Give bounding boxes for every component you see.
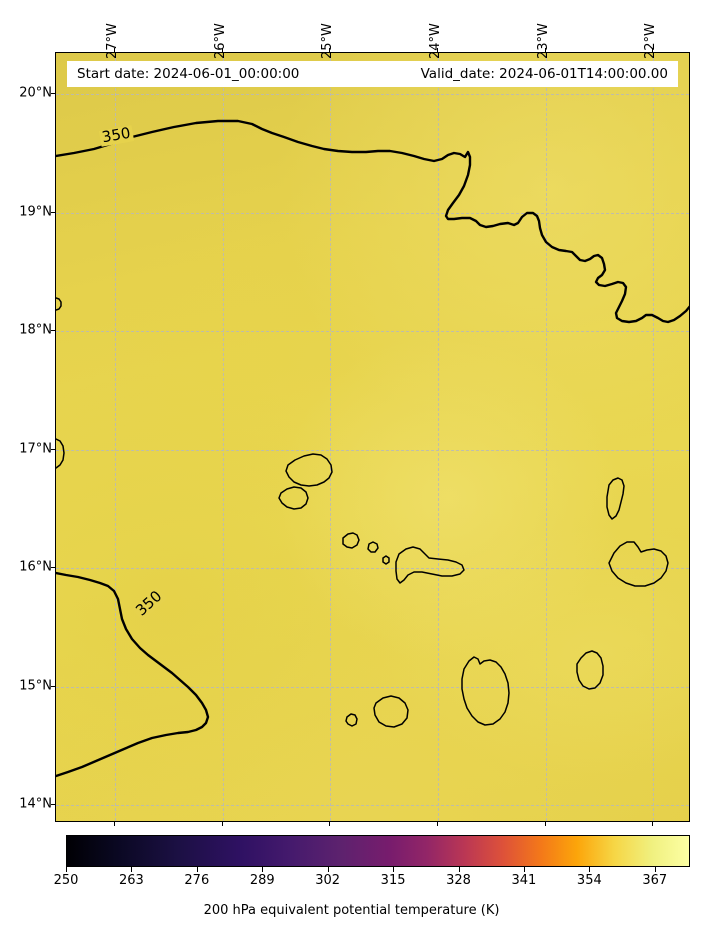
y-tick-label-15°N: 15°N bbox=[19, 678, 52, 694]
gridline-horizontal-4 bbox=[56, 331, 689, 333]
gridline-vertical-5 bbox=[653, 53, 655, 821]
colorbar-tick-mark-6 bbox=[458, 867, 460, 872]
colorbar-tick-mark-5 bbox=[393, 867, 395, 872]
colorbar-tick-mark-0 bbox=[66, 867, 67, 872]
colorbar-tick-label-341: 341 bbox=[511, 873, 537, 888]
y-tick-label-18°N: 18°N bbox=[19, 322, 52, 338]
field-base-colors bbox=[56, 53, 689, 821]
coastline-and-contour-overlay bbox=[56, 119, 689, 778]
colorbar-tick-mark-8 bbox=[589, 867, 591, 872]
coastline-santo-antao bbox=[285, 453, 333, 487]
field-soft-variation bbox=[56, 53, 689, 821]
coastline-santiago bbox=[461, 656, 510, 726]
gridline-horizontal-6 bbox=[56, 94, 689, 96]
date-info-box: Start date: 2024-06-01_00:00:00 Valid_da… bbox=[67, 61, 678, 87]
gridline-horizontal-1 bbox=[56, 686, 689, 688]
gridline-vertical-2 bbox=[330, 53, 332, 821]
x-tick-mark-bottom-2 bbox=[329, 822, 331, 826]
gridline-horizontal-0 bbox=[56, 805, 689, 807]
colorbar-tick-mark-3 bbox=[262, 867, 264, 872]
x-tick-mark-bottom-1 bbox=[221, 822, 223, 826]
coastline-boa-vista bbox=[608, 541, 669, 587]
y-tick-label-14°N: 14°N bbox=[19, 796, 52, 812]
coastline-sao-nicolau bbox=[395, 546, 465, 584]
colorbar-tick-label-354: 354 bbox=[576, 873, 602, 888]
y-tick-label-16°N: 16°N bbox=[19, 559, 52, 575]
coastline-ilheu-branco bbox=[367, 541, 379, 553]
gridline-horizontal-2 bbox=[56, 568, 689, 570]
coastline-sao-vicente bbox=[278, 486, 309, 510]
temperature-field-layer bbox=[56, 53, 689, 821]
coastline-maio bbox=[576, 650, 604, 690]
x-tick-mark-bottom-0 bbox=[114, 822, 116, 826]
colorbar[interactable] bbox=[66, 835, 690, 867]
y-tick-label-17°N: 17°N bbox=[19, 441, 52, 457]
colorbar-tick-label-250: 250 bbox=[53, 873, 79, 888]
gridline-vertical-4 bbox=[545, 53, 547, 821]
y-tick-label-19°N: 19°N bbox=[19, 204, 52, 220]
contour-350-southwest bbox=[56, 571, 210, 778]
gridline-horizontal-5 bbox=[56, 212, 689, 214]
gridline-vertical-3 bbox=[438, 53, 440, 821]
coastline-fragment-left-lower bbox=[56, 438, 65, 469]
valid-date-label: Valid_date: 2024-06-01T14:00:00.00 bbox=[420, 66, 668, 82]
x-tick-mark-bottom-4 bbox=[544, 822, 546, 826]
colorbar-tick-mark-7 bbox=[523, 867, 525, 872]
coastline-ilheu-raso bbox=[382, 555, 390, 565]
colorbar-tick-label-302: 302 bbox=[315, 873, 341, 888]
colorbar-tick-mark-2 bbox=[196, 867, 198, 872]
start-date-label: Start date: 2024-06-01_00:00:00 bbox=[77, 66, 300, 82]
colorbar-tick-label-328: 328 bbox=[446, 873, 471, 888]
gridline-horizontal-3 bbox=[56, 449, 689, 451]
y-tick-label-20°N: 20°N bbox=[19, 85, 52, 101]
colorbar-tick-mark-1 bbox=[131, 867, 133, 872]
colorbar-tick-mark-9 bbox=[654, 867, 656, 872]
coastline-fragment-left-upper bbox=[56, 297, 62, 311]
colorbar-tick-mark-4 bbox=[327, 867, 329, 872]
colorbar-tick-label-263: 263 bbox=[118, 873, 144, 888]
gridline-vertical-0 bbox=[115, 53, 117, 821]
colorbar-title: 200 hPa equivalent potential temperature… bbox=[203, 903, 500, 918]
coastline-fogo bbox=[373, 695, 409, 728]
coastline-sal bbox=[606, 477, 625, 520]
colorbar-tick-label-315: 315 bbox=[380, 873, 406, 888]
x-tick-mark-bottom-5 bbox=[652, 822, 654, 826]
colorbar-tick-label-276: 276 bbox=[184, 873, 210, 888]
coastline-brava bbox=[345, 713, 358, 727]
x-tick-mark-bottom-3 bbox=[437, 822, 439, 826]
contour-350-north bbox=[56, 119, 689, 324]
map-axes[interactable]: 350 350 Start date: 2024-06-01_00:00:00 … bbox=[55, 52, 690, 822]
colorbar-tick-label-367: 367 bbox=[642, 873, 668, 888]
gridline-vertical-1 bbox=[222, 53, 224, 821]
colorbar-gradient bbox=[67, 836, 689, 866]
coastline-santa-luzia bbox=[342, 532, 360, 549]
colorbar-tick-label-289: 289 bbox=[249, 873, 275, 888]
